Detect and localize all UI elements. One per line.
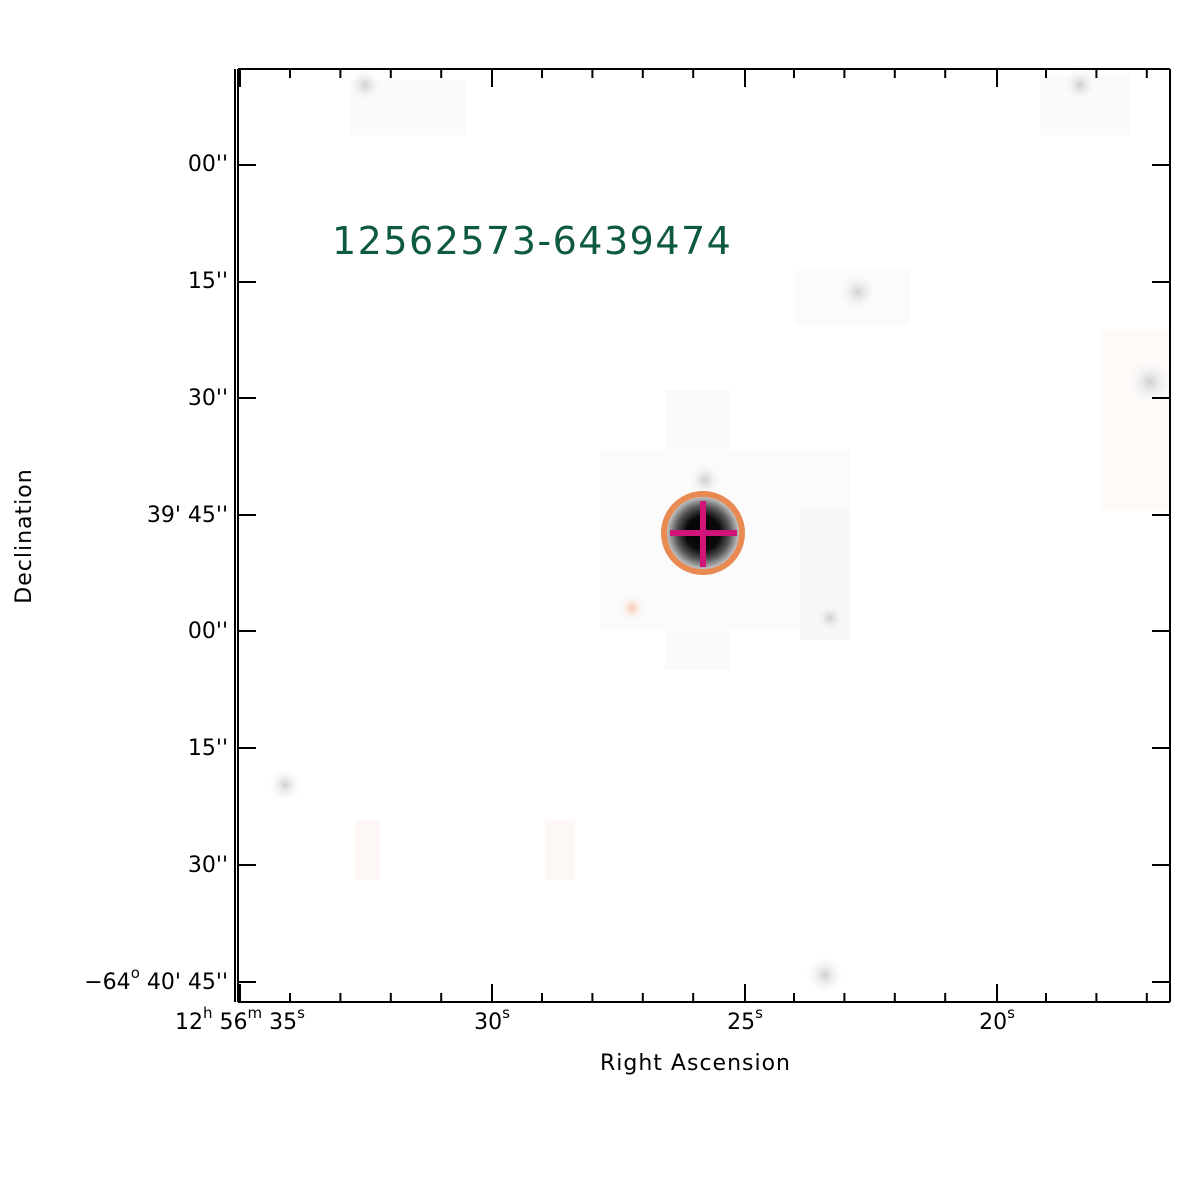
y-tick-label: 30'' bbox=[187, 386, 228, 411]
y-tick-marks bbox=[238, 164, 1170, 983]
y-tick-label: 15'' bbox=[187, 736, 228, 761]
faint-star bbox=[805, 955, 845, 995]
faint-star bbox=[347, 67, 383, 103]
y-tick-label: 30'' bbox=[187, 853, 228, 878]
faint-star bbox=[1062, 67, 1098, 103]
x-tick-label: 20s bbox=[979, 1004, 1015, 1035]
x-axis-title: Right Ascension bbox=[600, 1051, 791, 1076]
source-id-label: 12562573-6439474 bbox=[332, 219, 733, 263]
y-tick-label: 39' 45'' bbox=[146, 503, 228, 528]
faint-star bbox=[814, 602, 846, 634]
y-tick-label: −64o 40' 45'' bbox=[84, 964, 228, 995]
y-tick-label: 15'' bbox=[187, 269, 228, 294]
faint-star bbox=[838, 272, 878, 312]
y-axis-title: Declination bbox=[12, 468, 37, 604]
faint-star bbox=[1126, 358, 1174, 406]
x-tick-label: 25s bbox=[727, 1004, 763, 1035]
x-tick-marks bbox=[239, 69, 1148, 1002]
y-tick-label: 00'' bbox=[187, 619, 228, 644]
faint-star bbox=[687, 462, 723, 498]
plot-frame bbox=[234, 68, 1171, 1003]
x-tick-label: 30s bbox=[474, 1004, 510, 1035]
y-tick-label: 00'' bbox=[187, 152, 228, 177]
faint-star bbox=[618, 594, 646, 622]
x-tick-label: 12h 56m 35s bbox=[175, 1004, 305, 1035]
source-circle-marker bbox=[661, 491, 745, 575]
faint-star bbox=[267, 767, 303, 803]
crosshair-marker bbox=[670, 501, 737, 567]
